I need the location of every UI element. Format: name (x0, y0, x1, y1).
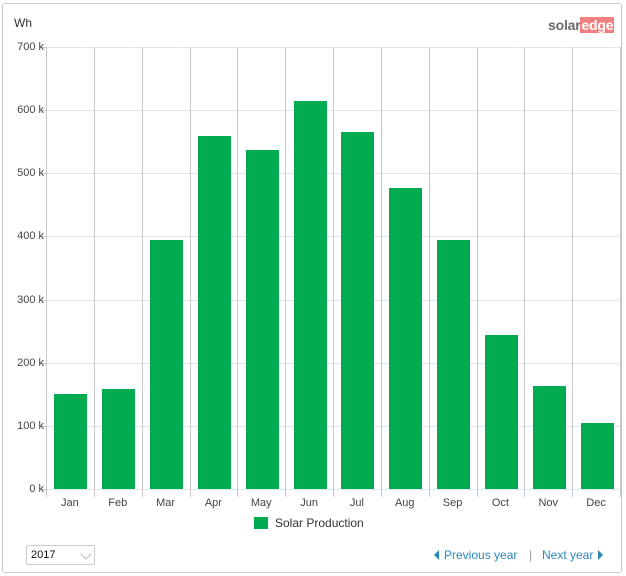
next-year-link[interactable]: Next year (542, 548, 604, 562)
x-tick-label: Sep (442, 497, 463, 509)
category-divider (524, 47, 525, 497)
y-tick-mark (41, 425, 46, 427)
y-tick-mark (41, 299, 46, 301)
legend-label: Solar Production (275, 516, 364, 530)
x-tick-label: Feb (108, 497, 128, 509)
bar-oct[interactable] (485, 334, 518, 489)
x-tick-label: Oct (491, 497, 509, 509)
y-tick-label: 300 k (17, 293, 44, 306)
category-divider (285, 47, 286, 497)
category-divider (620, 47, 621, 497)
bar-may[interactable] (246, 149, 279, 489)
bar-mar[interactable] (150, 240, 183, 489)
x-tick-label: Mar (156, 497, 176, 509)
bar-aug[interactable] (389, 187, 422, 489)
y-tick-mark (41, 362, 46, 364)
plot-area (41, 47, 621, 497)
x-tick-label: Apr (204, 497, 222, 509)
category-divider (142, 47, 143, 497)
caret-right-icon (598, 550, 604, 560)
x-tick-label: Jan (61, 497, 79, 509)
bar-sep[interactable] (437, 240, 470, 489)
y-tick-label: 200 k (17, 356, 44, 369)
y-tick-label: 0 k (29, 483, 44, 495)
y-tick-mark (41, 110, 46, 112)
bar-dec[interactable] (581, 422, 614, 489)
category-divider (94, 47, 95, 497)
y-tick-mark (41, 489, 46, 490)
y-tick-mark (41, 47, 46, 48)
y-tick-label: 500 k (17, 167, 44, 180)
bar-nov[interactable] (533, 386, 566, 489)
previous-year-label: Previous year (444, 548, 518, 562)
y-axis-unit: Wh (14, 16, 32, 30)
y-tick-mark (41, 173, 46, 175)
nav-separator: | (529, 548, 533, 562)
next-year-label: Next year (542, 548, 594, 562)
category-divider (572, 47, 573, 497)
caret-left-icon (434, 550, 439, 560)
year-select-value: 2017 (31, 549, 56, 561)
y-tick-mark (41, 236, 46, 238)
x-tick-label: Aug (394, 497, 415, 509)
x-tick-label: Nov (538, 497, 559, 509)
x-tick-label: Jun (300, 497, 318, 509)
category-divider (477, 47, 478, 497)
bar-apr[interactable] (198, 136, 231, 489)
legend-swatch (254, 517, 268, 529)
logo-text-solar: solar (548, 17, 581, 33)
category-divider (333, 47, 334, 497)
category-divider (429, 47, 430, 497)
year-select[interactable]: 2017 (26, 545, 95, 565)
y-tick-label: 700 k (17, 41, 44, 53)
y-tick-label: 100 k (17, 419, 44, 432)
category-divider (190, 47, 191, 497)
legend-item-solar-production[interactable]: Solar Production (254, 516, 364, 530)
bar-jul[interactable] (341, 131, 374, 489)
bar-feb[interactable] (102, 389, 135, 489)
solaredge-logo: solaredge (548, 17, 615, 33)
category-divider (237, 47, 238, 497)
y-tick-label: 600 k (17, 104, 44, 117)
category-divider (46, 47, 47, 497)
category-divider (381, 47, 382, 497)
chevron-down-icon (80, 548, 92, 560)
logo-text-edge: edge (580, 17, 615, 33)
bar-jan[interactable] (54, 394, 87, 489)
bar-jun[interactable] (294, 100, 327, 489)
x-tick-label: Dec (586, 497, 606, 509)
previous-year-link[interactable]: Previous year (434, 548, 517, 562)
x-tick-label: May (250, 497, 272, 509)
y-tick-label: 400 k (17, 230, 44, 243)
x-tick-label: Jul (349, 497, 364, 509)
